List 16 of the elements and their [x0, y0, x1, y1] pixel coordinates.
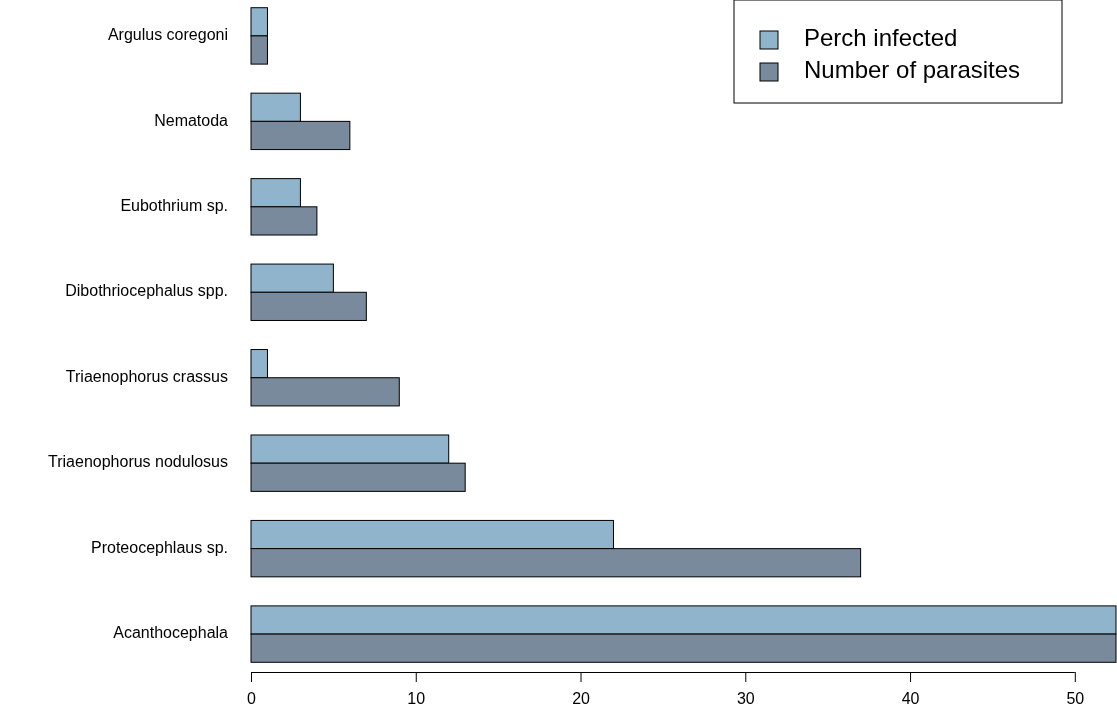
x-tick-label: 30 [736, 690, 755, 708]
y-tick-label: Dibothriocephalus spp. [65, 282, 228, 300]
y-tick-label: Triaenophorus crassus [65, 367, 228, 385]
legend-label: Number of parasites [804, 56, 1021, 84]
y-tick-label: Proteocephlaus sp. [91, 538, 228, 556]
x-tick-label: 50 [1066, 690, 1085, 708]
y-tick-label: Nematoda [154, 111, 229, 129]
x-tick-label: 0 [247, 690, 257, 708]
y-tick-label: Argulus coregoni [107, 26, 228, 44]
legend-label: Perch infected [804, 24, 958, 52]
x-tick-label: 10 [407, 690, 426, 708]
x-tick-label: 20 [572, 690, 591, 708]
y-tick-label: Acanthocephala [113, 624, 229, 642]
y-tick-label: Eubothrium sp. [120, 197, 228, 215]
x-tick-label: 40 [901, 690, 920, 708]
y-tick-label: Triaenophorus nodulosus [48, 453, 228, 471]
